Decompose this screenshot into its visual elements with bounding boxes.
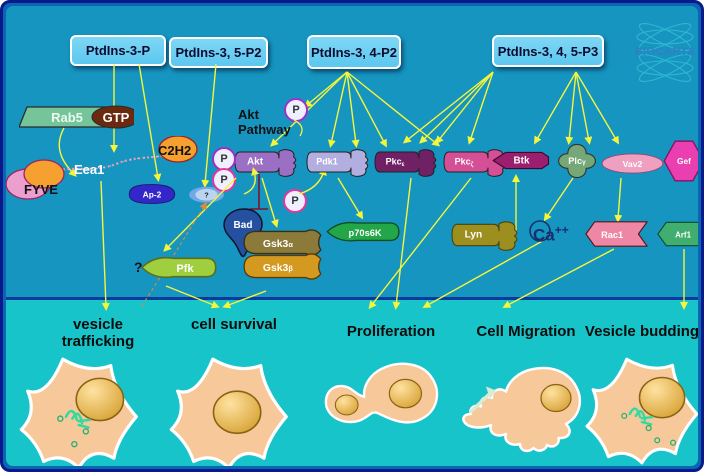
svg-text:Akt: Akt (247, 157, 264, 168)
svg-text:Pdk1: Pdk1 (316, 157, 338, 167)
svg-text:Eea1: Eea1 (74, 162, 104, 177)
svg-text:Lyn: Lyn (465, 230, 483, 241)
svg-text:GTP: GTP (103, 110, 130, 125)
svg-text:Rab5: Rab5 (51, 110, 83, 125)
svg-text:Vav2: Vav2 (623, 159, 643, 169)
svg-text:Btk: Btk (514, 156, 530, 167)
svg-text:Gef: Gef (677, 156, 691, 166)
svg-text:Gsk3β: Gsk3β (263, 263, 293, 274)
svg-text:?: ? (204, 190, 209, 199)
svg-text:Pfk: Pfk (176, 263, 194, 275)
svg-text:C2H2: C2H2 (158, 143, 191, 158)
svg-text:Rac1: Rac1 (601, 230, 623, 240)
svg-text:Ap-2: Ap-2 (143, 190, 162, 200)
svg-text:BIOCARTA: BIOCARTA (634, 46, 695, 58)
svg-text:Arf1: Arf1 (675, 231, 691, 240)
svg-text:p70s6K: p70s6K (349, 228, 382, 238)
svg-text:FYVE: FYVE (24, 182, 58, 197)
